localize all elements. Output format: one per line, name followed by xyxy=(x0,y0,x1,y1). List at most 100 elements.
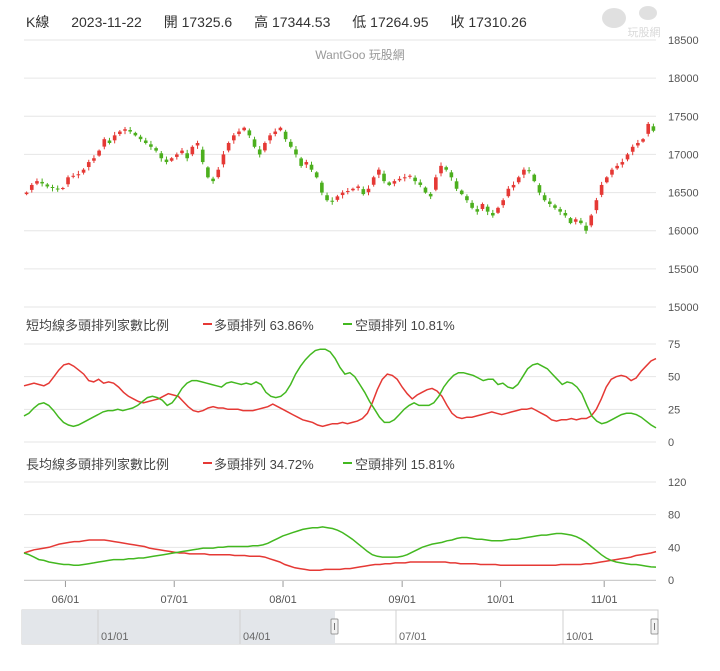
candle-body xyxy=(226,142,231,151)
candle-body xyxy=(568,218,573,224)
candle-body xyxy=(221,154,226,165)
candle xyxy=(371,175,376,187)
candle xyxy=(268,133,272,144)
candle xyxy=(563,209,568,218)
candle xyxy=(221,150,226,168)
candle xyxy=(434,174,438,192)
y-tick-label: 15500 xyxy=(668,264,699,276)
candle xyxy=(216,167,221,179)
candle xyxy=(345,187,350,195)
candle-body xyxy=(377,169,381,175)
candle xyxy=(211,176,215,184)
candle xyxy=(149,140,153,150)
candle-body xyxy=(257,149,262,155)
logo-icon: 玩股網 xyxy=(602,6,661,39)
x-tick-label: 09/01 xyxy=(388,594,416,606)
candle-body xyxy=(573,219,578,222)
candle xyxy=(392,179,397,187)
candle xyxy=(579,217,583,225)
candle xyxy=(283,129,288,142)
candle-body xyxy=(470,202,474,208)
y-tick-label: 18000 xyxy=(668,73,699,85)
candle-body xyxy=(615,165,619,169)
candle xyxy=(92,155,96,164)
candle xyxy=(584,222,588,234)
candle xyxy=(496,206,500,214)
candle xyxy=(511,181,516,191)
candle xyxy=(138,134,143,142)
candle xyxy=(102,137,107,150)
candle-body xyxy=(283,131,288,140)
header-date: 2023-11-22 xyxy=(71,14,142,30)
candle xyxy=(195,140,200,149)
candle xyxy=(589,213,594,228)
candle-body xyxy=(138,136,143,140)
candle xyxy=(547,198,552,208)
candle-body xyxy=(527,170,531,172)
candle xyxy=(128,127,133,134)
candle-body xyxy=(480,204,485,209)
candle-body xyxy=(413,177,417,182)
candle xyxy=(237,128,241,137)
candle-body xyxy=(252,139,257,147)
candle-body xyxy=(330,200,335,202)
candle-body xyxy=(589,215,594,226)
candle xyxy=(206,166,210,179)
header-open: 開 17325.6 xyxy=(163,14,233,30)
navigator-right-handle[interactable] xyxy=(650,618,659,635)
candle xyxy=(288,139,293,149)
candle-body xyxy=(216,169,221,178)
y-tick-label: 15000 xyxy=(668,302,699,314)
candle xyxy=(408,174,412,179)
candle xyxy=(428,191,433,200)
candle-body xyxy=(496,207,500,213)
candle-body xyxy=(154,148,158,151)
candle xyxy=(278,126,283,132)
candle xyxy=(651,123,656,133)
candle-body xyxy=(579,220,583,224)
candle xyxy=(314,171,319,179)
long-bull-legend-mark xyxy=(203,462,212,464)
logo-bull-head xyxy=(602,8,626,28)
candle xyxy=(351,187,355,192)
candle xyxy=(491,209,495,218)
x-tick-label: 11/01 xyxy=(591,594,618,606)
navigator-label: 10/01 xyxy=(566,631,594,643)
candle xyxy=(620,158,625,168)
candle xyxy=(330,197,335,205)
candle xyxy=(599,181,604,198)
long-ma-title: 長均線多頭排列家數比例 xyxy=(26,457,169,472)
bear-ratio-line xyxy=(23,348,657,429)
navigator[interactable]: 01/01 04/01 07/01 10/01 xyxy=(21,609,659,645)
candle-body xyxy=(288,141,293,147)
candle xyxy=(299,156,303,168)
bear-ratio-line xyxy=(23,526,657,568)
candle-body xyxy=(81,169,86,173)
candle xyxy=(573,217,578,225)
candle-body xyxy=(169,158,174,161)
candle-body xyxy=(444,167,449,170)
candlestick-series xyxy=(24,122,656,234)
y-tick-label: 120 xyxy=(668,477,686,489)
header-high: 高 17344.53 xyxy=(254,14,331,30)
candle-body xyxy=(594,200,599,211)
candle xyxy=(459,189,464,196)
candle xyxy=(24,191,29,196)
candle-body xyxy=(335,196,340,200)
logo-bull-snout xyxy=(639,6,657,20)
candle-body xyxy=(532,174,537,182)
candle-body xyxy=(102,139,107,147)
candle xyxy=(480,202,485,211)
candle xyxy=(66,175,70,187)
candle-body xyxy=(604,177,609,183)
candle xyxy=(501,198,505,208)
navigator-left-handle[interactable] xyxy=(330,618,339,635)
candle-body xyxy=(428,193,433,197)
candle xyxy=(397,176,402,182)
candle-body xyxy=(522,169,526,175)
candle-body xyxy=(547,201,552,205)
candle xyxy=(335,194,340,202)
candle-body xyxy=(325,195,329,201)
candle xyxy=(553,203,557,210)
candle-body xyxy=(237,131,241,135)
